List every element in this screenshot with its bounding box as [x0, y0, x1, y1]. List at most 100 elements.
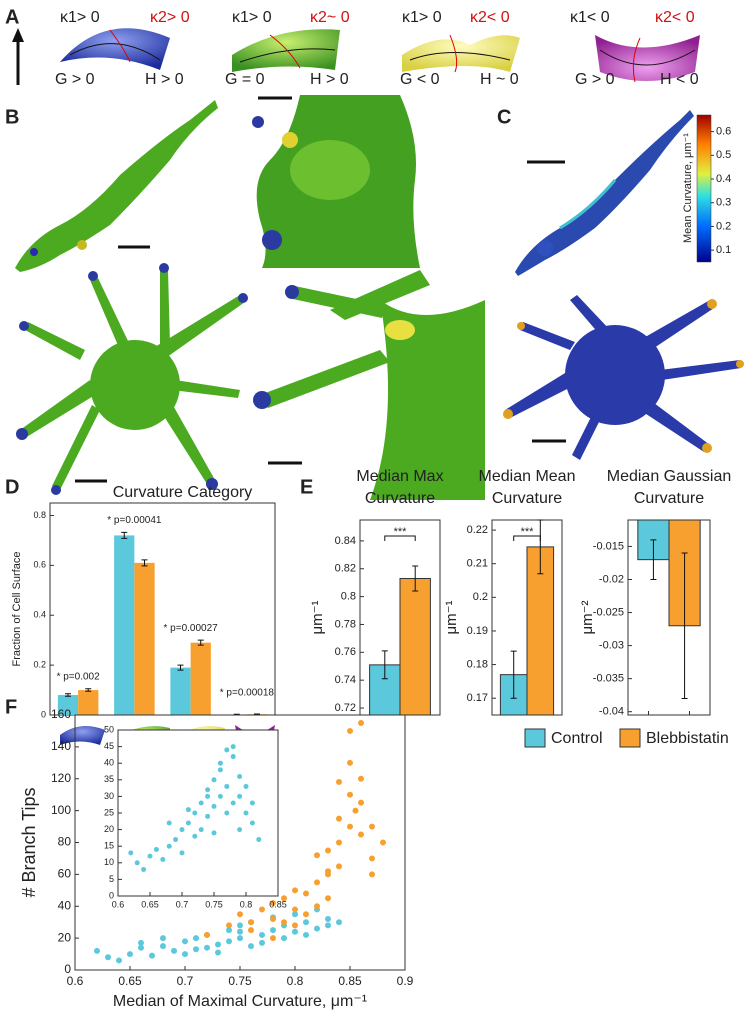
- mean-label: H > 0: [310, 71, 349, 88]
- error-bar: [121, 531, 128, 539]
- x-tick-label: 0.65: [118, 974, 142, 988]
- bar: [190, 642, 211, 715]
- point: [205, 793, 211, 799]
- point: [237, 922, 243, 929]
- bar: [114, 535, 135, 715]
- y-tick-label: -0.03: [599, 639, 624, 651]
- x-tick-label: 0.85: [269, 899, 287, 909]
- bar: [170, 667, 191, 715]
- x-tick-label: 0.6: [112, 899, 125, 909]
- p-value: * p=0.00041: [107, 515, 162, 526]
- kappa2-label: κ2< 0: [655, 9, 695, 26]
- microscopy-b: [15, 95, 485, 500]
- point: [198, 800, 204, 806]
- legend-swatch: [524, 728, 546, 748]
- panel-label: E: [300, 476, 313, 498]
- y-axis-label: μm⁻¹: [443, 600, 460, 634]
- point: [336, 839, 342, 846]
- y-tick-label: 20: [104, 824, 114, 834]
- chart-title: Median Gaussian: [607, 468, 732, 485]
- panel-label: B: [5, 106, 19, 128]
- y-tick-label: 30: [104, 791, 114, 801]
- point: [314, 925, 320, 932]
- x-tick-label: 0.85: [338, 974, 362, 988]
- point: [153, 847, 159, 853]
- significance-bracket: [513, 535, 541, 541]
- significance-bracket: [384, 535, 416, 541]
- mean-label: H > 0: [145, 71, 184, 88]
- y-tick-label: 0.4: [33, 610, 46, 620]
- colorbar-tick-label: 0.5: [716, 149, 731, 161]
- point: [128, 850, 134, 856]
- point: [205, 787, 211, 793]
- point: [292, 906, 298, 913]
- y-axis-label: μm⁻¹: [309, 600, 326, 634]
- point: [205, 813, 211, 819]
- bar: [78, 690, 99, 715]
- point: [314, 879, 320, 886]
- y-tick-label: 0.74: [335, 674, 356, 686]
- bar: [57, 695, 79, 715]
- x-tick-label: 0.8: [287, 974, 304, 988]
- y-tick-label: 0.78: [335, 618, 356, 630]
- bar: [134, 562, 155, 715]
- point: [141, 866, 147, 872]
- y-tick-label: 0.84: [335, 535, 356, 547]
- point: [166, 843, 172, 849]
- y-tick-label: 5: [109, 874, 114, 884]
- point: [226, 922, 232, 929]
- point: [270, 900, 276, 907]
- p-value: * p=0.00018: [220, 688, 275, 699]
- surface-icons: [12, 28, 700, 100]
- point: [259, 939, 265, 946]
- point: [160, 935, 166, 942]
- kappa2-label: κ2< 0: [470, 9, 510, 26]
- colorbar-tick-label: 0.1: [716, 244, 731, 256]
- point: [138, 939, 144, 946]
- point: [211, 777, 217, 783]
- y-tick-label: 0: [109, 890, 114, 900]
- point: [215, 949, 221, 956]
- point: [127, 951, 133, 958]
- point: [314, 852, 320, 859]
- error-bar: [141, 559, 148, 567]
- point: [105, 954, 111, 961]
- kappa1-label: κ1> 0: [402, 9, 442, 26]
- point: [226, 938, 232, 945]
- y-tick-label: -0.015: [593, 540, 624, 552]
- point: [256, 837, 262, 843]
- point: [160, 856, 166, 862]
- point: [198, 827, 204, 833]
- point: [336, 815, 342, 822]
- point: [173, 837, 179, 843]
- error-bar: [197, 639, 204, 646]
- y-tick-label: 0.76: [335, 646, 356, 658]
- point: [185, 807, 191, 813]
- y-tick-label: 0.6: [33, 560, 46, 570]
- y-tick-label: 40: [104, 758, 114, 768]
- x-axis-label: Median of Maximal Curvature, μm⁻¹: [113, 993, 367, 1010]
- x-tick-label: 0.6: [67, 974, 84, 988]
- colorbar-tick-label: 0.3: [716, 197, 731, 209]
- point: [226, 927, 232, 934]
- chart-title: Curvature: [365, 490, 435, 507]
- y-tick-label: 0.8: [33, 510, 46, 520]
- panel-label: A: [5, 6, 19, 28]
- point: [292, 911, 298, 918]
- point: [270, 916, 276, 922]
- point: [358, 775, 364, 782]
- point: [237, 935, 243, 942]
- point: [325, 922, 331, 929]
- point: [347, 823, 353, 830]
- y-tick-label: 0.18: [467, 658, 488, 670]
- point: [369, 823, 375, 830]
- point: [249, 800, 255, 806]
- point: [193, 946, 199, 953]
- colorbar-label: Mean Curvature, μm⁻¹: [682, 133, 694, 243]
- error-bar: [177, 664, 184, 671]
- panel-label: F: [5, 696, 17, 718]
- kappa2-label: κ2~ 0: [310, 9, 350, 26]
- p-value: * p=0.00027: [164, 623, 219, 634]
- point: [160, 943, 166, 950]
